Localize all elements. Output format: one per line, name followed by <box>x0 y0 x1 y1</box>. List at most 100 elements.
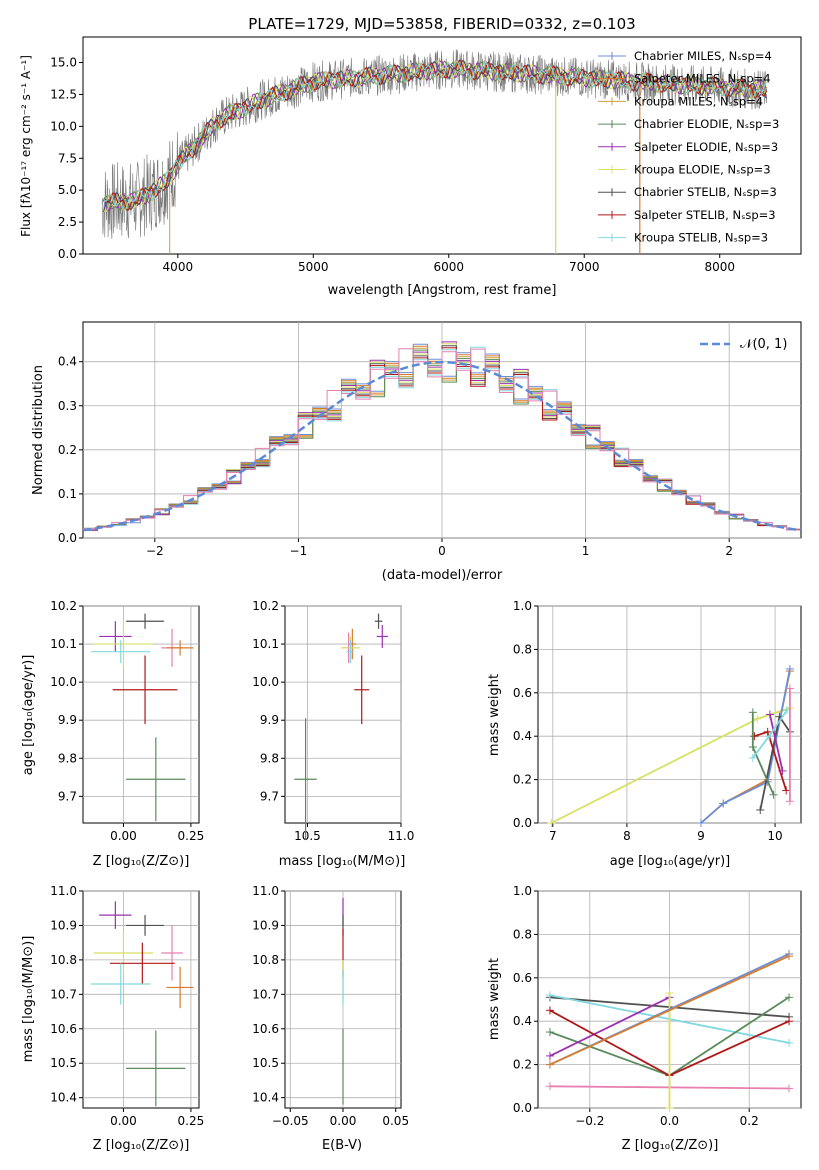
mass-ebv-xtick-label: −0.05 <box>272 1114 309 1128</box>
age-z-ytick-label: 10.2 <box>50 599 77 613</box>
spectrum-xtick-label: 5000 <box>298 260 329 274</box>
normal-legend-label: 𝒩(0, 1) <box>740 337 787 352</box>
weight-age-ylabel: mass weight <box>487 674 502 756</box>
residual-ytick-label: 0.1 <box>58 487 77 501</box>
residual-xtick-label: −1 <box>290 544 308 558</box>
mass-z-ytick-label: 10.6 <box>50 1022 77 1036</box>
age-z-frame <box>82 605 200 824</box>
weight-z-ytick-label: 0.2 <box>513 1058 532 1072</box>
spectrum-xlabel: wavelength [Angstrom, rest frame] <box>328 283 557 298</box>
age-mass-ytick-label: 10.0 <box>252 675 279 689</box>
spectrum-ytick-label: 0.0 <box>58 247 77 261</box>
weight-age-ytick-label: 0.2 <box>513 773 532 787</box>
weight-age-line <box>550 707 791 824</box>
mass-ebv-ytick-label: 10.6 <box>252 1022 279 1036</box>
weight-z-ytick-label: 1.0 <box>513 884 532 898</box>
weight-z-ylabel: mass weight <box>487 958 502 1040</box>
model-spectrum-line <box>102 59 767 213</box>
age-z-ylabel: age [log₁₀(age/yr)] <box>21 655 36 776</box>
legend-label: Chabrier ELODIE, Nₛsp=3 <box>634 117 779 131</box>
weight-age-line <box>769 714 784 772</box>
spectrum-ytick-label: 12.5 <box>50 87 77 101</box>
weight-z-xtick-label: −0.2 <box>575 1114 604 1128</box>
mass-ebv-ytick-label: 11.0 <box>252 884 279 898</box>
residual-xlabel: (data-model)/error <box>382 568 503 583</box>
spectrum-title: PLATE=1729, MJD=53858, FIBERID=0332, z=0… <box>248 15 635 33</box>
legend-label: Kroupa ELODIE, Nₛsp=3 <box>634 163 771 177</box>
age-mass-ytick-label: 10.1 <box>252 637 279 651</box>
age-z-ytick-label: 9.9 <box>58 713 77 727</box>
model-spectrum-line <box>102 59 768 213</box>
weight-z-ytick-label: 0.0 <box>513 1101 532 1115</box>
spectrum-xtick-label: 8000 <box>704 260 735 274</box>
residual-ytick-label: 0.0 <box>58 531 77 545</box>
age-mass-ytick-label: 9.9 <box>260 713 279 727</box>
weight-z-xlabel: Z [log₁₀(Z/Z⊙)] <box>622 1138 719 1153</box>
residual-xtick-label: 2 <box>725 544 733 558</box>
weight-z-ytick-label: 0.6 <box>513 971 532 985</box>
legend-label: Kroupa STELIB, Nₛsp=3 <box>634 231 768 245</box>
mass-z-ytick-label: 10.4 <box>50 1091 77 1105</box>
age-mass-ytick-label: 9.8 <box>260 751 279 765</box>
mass-z-frame <box>82 890 200 1109</box>
age-z-xtick-label: 0.00 <box>110 829 137 843</box>
mass-z-ytick-label: 10.8 <box>50 953 77 967</box>
age-z-ytick-label: 9.7 <box>58 789 77 803</box>
plots-layer: 4000 5000 6000 7000 80000.02.55.07.510.012.5… <box>50 36 802 1128</box>
residual-ytick-label: 0.3 <box>58 399 77 413</box>
mass-z-ylabel: mass [log₁₀(M/M⊙)] <box>21 936 36 1063</box>
mass-ebv-ytick-label: 10.7 <box>252 987 279 1001</box>
mass-ebv-xlabel: E(B-V) <box>322 1138 362 1153</box>
observed-spectrum-line <box>101 49 767 240</box>
legend-label: Chabrier STELIB, Nₛsp=3 <box>634 185 777 199</box>
mass-z-xlabel: Z [log₁₀(Z/Z⊙)] <box>93 1138 190 1153</box>
age-mass-xtick-label: 11.0 <box>388 829 415 843</box>
mass-z-ytick-label: 10.5 <box>50 1056 77 1070</box>
spectrum-xtick-label: 4000 <box>163 260 194 274</box>
mass-z-ytick-label: 10.9 <box>50 918 77 932</box>
legend-label: Salpeter MILES, Nₛsp=4 <box>634 72 771 86</box>
age-mass-ytick-label: 9.7 <box>260 789 279 803</box>
weight-z-xtick-label: 0.2 <box>740 1114 759 1128</box>
weight-age-xtick-label: 10 <box>767 829 782 843</box>
age-z-ytick-label: 10.1 <box>50 637 77 651</box>
mass-z-ytick-label: 10.7 <box>50 987 77 1001</box>
age-mass-ytick-label: 10.2 <box>252 599 279 613</box>
legend-label: Kroupa MILES, Nₛsp=4 <box>634 94 763 108</box>
mass-z-ytick-label: 11.0 <box>50 884 77 898</box>
residual-xtick-label: 1 <box>582 544 590 558</box>
mass-ebv-ytick-label: 10.4 <box>252 1091 279 1105</box>
spectrum-ytick-label: 7.5 <box>58 151 77 165</box>
residual-xtick-label: 0 <box>438 544 446 558</box>
spectrum-ytick-label: 2.5 <box>58 215 77 229</box>
mass-ebv-ytick-label: 10.9 <box>252 918 279 932</box>
weight-z-ytick-label: 0.4 <box>513 1014 532 1028</box>
age-mass-frame <box>284 605 402 824</box>
histogram-step <box>83 348 801 531</box>
weight-age-line <box>700 668 791 824</box>
spectrum-ytick-label: 15.0 <box>50 56 77 70</box>
weight-age-frame <box>537 605 802 824</box>
mass-ebv-xtick-label: 0.00 <box>330 1114 357 1128</box>
legend-label: Salpeter STELIB, Nₛsp=3 <box>634 208 776 222</box>
mass-ebv-ytick-label: 10.8 <box>252 953 279 967</box>
spectrum-xtick-label: 6000 <box>434 260 465 274</box>
weight-age-ytick-label: 0.4 <box>513 729 532 743</box>
weight-age-ytick-label: 0.8 <box>513 642 532 656</box>
weight-z-ytick-label: 0.8 <box>513 927 532 941</box>
residual-ylabel: Normed distribution <box>31 365 46 495</box>
weight-age-ytick-label: 0.0 <box>513 816 532 830</box>
spectrum-ytick-label: 5.0 <box>58 183 77 197</box>
legend-label: Chabrier MILES, Nₛsp=4 <box>634 49 772 63</box>
mass-ebv-ytick-label: 10.5 <box>252 1056 279 1070</box>
age-z-ytick-label: 10.0 <box>50 675 77 689</box>
weight-age-xlabel: age [log₁₀(age/yr)] <box>610 854 731 869</box>
spectrum-xtick-label: 7000 <box>569 260 600 274</box>
mass-z-xtick-label: 0.00 <box>110 1114 137 1128</box>
model-spectrum-line <box>102 60 767 212</box>
age-mass-xlabel: mass [log₁₀(M/M⊙)] <box>279 854 406 869</box>
mass-z-xtick-label: 0.25 <box>178 1114 205 1128</box>
age-mass-xtick-label: 10.5 <box>294 829 321 843</box>
weight-z-xtick-label: 0.0 <box>660 1114 679 1128</box>
